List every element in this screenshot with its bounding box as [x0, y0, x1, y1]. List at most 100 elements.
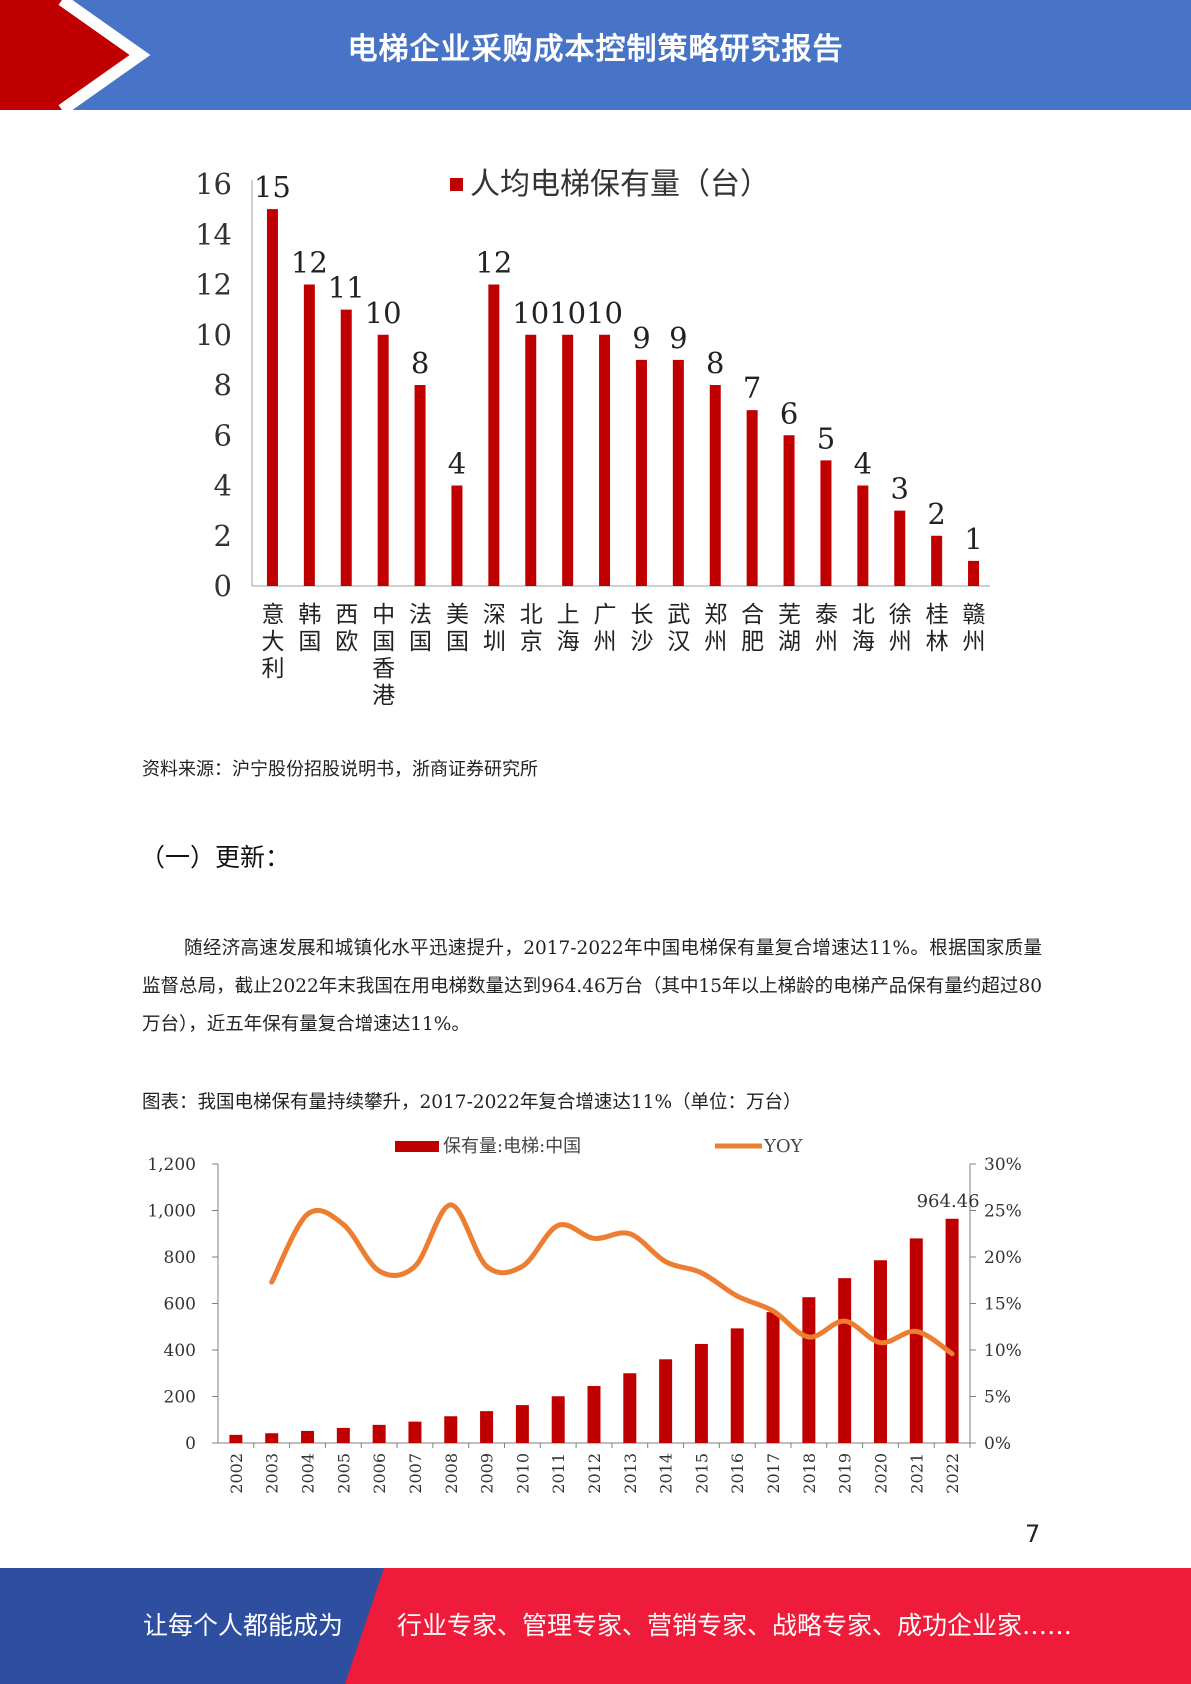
bar [301, 1430, 315, 1443]
x-tick-label: 2021 [907, 1453, 926, 1494]
y-tick-label: 10 [195, 318, 232, 352]
left-tick-label: 200 [164, 1388, 196, 1408]
bar [730, 1328, 744, 1443]
y-tick-label: 8 [214, 368, 232, 402]
x-tick-label: 2016 [728, 1453, 747, 1494]
bar [229, 1434, 243, 1443]
x-tick-label: 2018 [800, 1453, 819, 1494]
legend-line-label: YOY [763, 1136, 804, 1157]
category-label: 中国香港 [372, 602, 395, 709]
bar [894, 510, 906, 586]
legend-marker [450, 178, 463, 191]
bar [515, 1405, 529, 1443]
bar [265, 1433, 279, 1443]
data-label: 6 [780, 396, 798, 430]
left-tick-label: 1,000 [147, 1202, 196, 1222]
bar [587, 1386, 601, 1443]
x-tick-label: 2012 [585, 1453, 604, 1494]
bar [444, 1416, 458, 1443]
left-tick-label: 600 [164, 1295, 196, 1315]
category-label: 北京 [520, 602, 543, 655]
right-tick-label: 25% [984, 1202, 1022, 1222]
section-heading: （一）更新： [140, 843, 291, 872]
category-label: 上海 [557, 602, 580, 655]
data-label: 9 [669, 321, 687, 355]
legend-label: 人均电梯保有量（台） [470, 167, 770, 202]
bar [525, 334, 537, 586]
bar [783, 435, 795, 586]
category-label: 深圳 [483, 602, 506, 655]
x-tick-label: 2003 [263, 1453, 282, 1494]
data-label: 11 [328, 271, 365, 305]
bar [857, 485, 869, 586]
yoy-line [269, 1202, 955, 1357]
x-tick-label: 2007 [406, 1453, 425, 1494]
data-label: 8 [706, 346, 724, 380]
data-label: 8 [411, 346, 429, 380]
category-label: 法国 [409, 602, 432, 655]
x-tick-label: 2014 [657, 1453, 676, 1494]
page-footer: 让每个人都能成为 行业专家、管理专家、营销专家、战略专家、成功企业家…… [0, 1568, 1191, 1684]
bar [931, 535, 943, 586]
source-note: 资料来源：沪宁股份招股说明书，浙商证券研究所 [142, 759, 538, 780]
data-label: 5 [817, 421, 835, 455]
data-label: 1 [964, 522, 982, 556]
bar [451, 485, 463, 586]
data-label: 10 [586, 296, 623, 330]
right-tick-label: 20% [984, 1248, 1022, 1268]
bar [623, 1373, 637, 1443]
footer-decoration [345, 1568, 1191, 1684]
right-tick-label: 30% [984, 1155, 1022, 1175]
y-tick-label: 0 [214, 569, 232, 603]
x-tick-label: 2010 [513, 1453, 532, 1494]
footer-slogan-left: 让每个人都能成为 [143, 1611, 344, 1640]
bar [266, 209, 278, 586]
bar [694, 1343, 708, 1443]
category-label: 武汉 [667, 602, 690, 655]
bar [408, 1421, 422, 1443]
category-label: 芜湖 [778, 602, 801, 655]
data-label: 7 [743, 371, 761, 405]
body-paragraph: 随经济高速发展和城镇化水平迅速提升，2017-2022年中国电梯保有量复合增速达… [142, 938, 1042, 1035]
legend-bar-marker [395, 1141, 439, 1152]
figure-caption: 图表：我国电梯保有量持续攀升，2017-2022年复合增速达11%（单位：万台） [142, 1092, 802, 1113]
left-tick-label: 1,200 [147, 1155, 196, 1175]
data-label: 3 [891, 472, 909, 506]
category-label: 桂林 [926, 602, 949, 655]
x-tick-label: 2009 [478, 1453, 497, 1494]
footer-slogan-right: 行业专家、管理专家、营销专家、战略专家、成功企业家…… [397, 1611, 1073, 1640]
right-tick-label: 10% [984, 1341, 1022, 1361]
x-tick-label: 2004 [299, 1453, 318, 1494]
x-tick-label: 2008 [442, 1453, 461, 1494]
data-label: 10 [365, 296, 402, 330]
bar [377, 334, 389, 586]
category-label: 泰州 [815, 602, 838, 655]
bar [562, 334, 574, 586]
x-tick-label: 2015 [692, 1453, 711, 1494]
document-title: 电梯企业采购成本控制策略研究报告 [347, 32, 844, 67]
bar [802, 1297, 816, 1443]
category-label: 赣州 [963, 602, 986, 655]
category-label: 西欧 [335, 602, 358, 655]
bar [336, 1427, 350, 1443]
data-label: 4 [448, 447, 466, 481]
y-tick-label: 14 [195, 217, 232, 251]
bar [909, 1238, 923, 1443]
bar [968, 560, 980, 586]
bar [340, 309, 352, 586]
left-tick-label: 0 [185, 1434, 196, 1454]
bar [303, 284, 315, 586]
bar [488, 284, 500, 586]
x-tick-label: 2020 [871, 1453, 890, 1494]
x-tick-label: 2013 [621, 1453, 640, 1494]
x-tick-label: 2006 [370, 1453, 389, 1494]
left-tick-label: 800 [164, 1248, 196, 1268]
bar [746, 410, 758, 586]
y-tick-label: 2 [214, 519, 232, 553]
category-label: 合肥 [741, 602, 764, 655]
bar [945, 1218, 959, 1443]
bar [414, 385, 426, 586]
category-label: 徐州 [889, 602, 912, 655]
data-label: 10 [549, 296, 586, 330]
